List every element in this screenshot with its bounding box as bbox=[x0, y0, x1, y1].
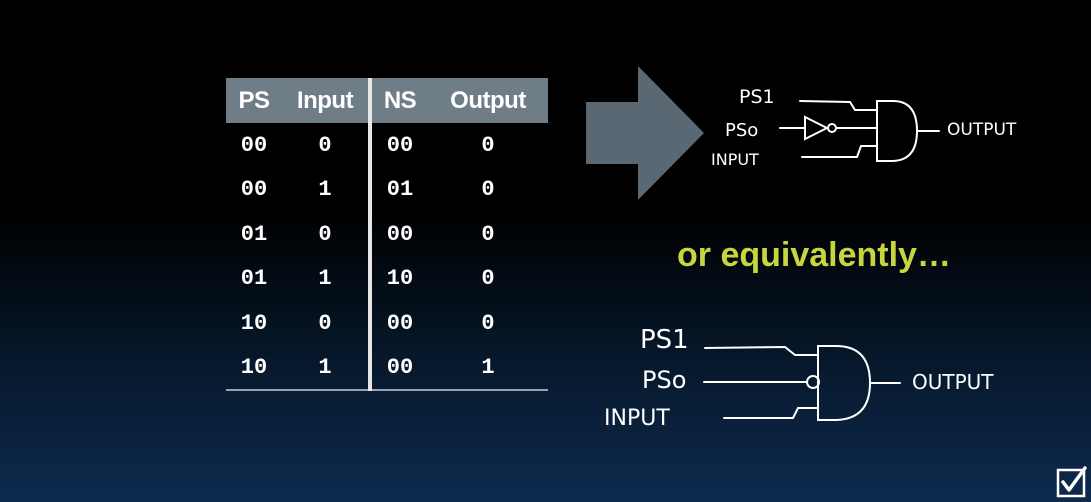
circuit-top: PS1 PSo INPUT OUTPUT bbox=[711, 86, 1017, 169]
cell-ps: 01 bbox=[240, 221, 268, 247]
cell-output: 0 bbox=[481, 310, 495, 336]
cell-output: 0 bbox=[481, 132, 495, 158]
table-row: 10 0 00 0 bbox=[226, 301, 548, 346]
header-ps: PS bbox=[226, 78, 282, 123]
or-equivalently-text: or equivalently… bbox=[677, 236, 951, 274]
header-input: Input bbox=[282, 78, 370, 123]
wire-ps1 bbox=[799, 100, 878, 111]
checkbox-icon bbox=[1056, 466, 1087, 498]
label-input: INPUT bbox=[711, 150, 759, 169]
circuit-bottom: PS1 PSo INPUT OUTPUT bbox=[604, 325, 994, 431]
cell-input: 0 bbox=[318, 221, 332, 247]
cell-input: 1 bbox=[318, 266, 332, 292]
cell-ps: 10 bbox=[240, 310, 268, 336]
header-output: Output bbox=[428, 78, 548, 123]
table-row: 01 1 10 0 bbox=[226, 256, 548, 301]
cell-ns: 00 bbox=[368, 123, 428, 168]
table-row: 00 0 00 0 bbox=[226, 123, 548, 168]
cell-ns: 10 bbox=[368, 256, 428, 301]
label-ps1: PS1 bbox=[640, 325, 689, 355]
cell-ps: 01 bbox=[240, 266, 268, 292]
cell-input: 0 bbox=[318, 310, 332, 336]
label-ps0: PSo bbox=[642, 366, 686, 394]
label-ps1: PS1 bbox=[739, 86, 775, 108]
cell-ns: 01 bbox=[368, 167, 428, 212]
cell-output: 1 bbox=[428, 345, 548, 391]
table-row: 10 1 00 1 bbox=[226, 345, 548, 391]
wire-input bbox=[723, 407, 819, 419]
not-gate-icon bbox=[804, 115, 830, 141]
cell-output: 0 bbox=[481, 266, 495, 292]
cell-output: 0 bbox=[481, 221, 495, 247]
cell-input: 1 bbox=[282, 345, 370, 391]
label-input: INPUT bbox=[604, 406, 670, 431]
cell-input: 0 bbox=[318, 132, 332, 158]
cell-ps: 00 bbox=[240, 132, 268, 158]
cell-ns: 00 bbox=[368, 301, 428, 346]
table-header-row: PS Input NS Output bbox=[226, 78, 548, 123]
cell-ps: 10 bbox=[226, 345, 282, 391]
label-output: OUTPUT bbox=[947, 120, 1017, 140]
truth-table: PS Input NS Output 00 0 00 0 00 1 01 0 0… bbox=[226, 78, 548, 391]
cell-output: 0 bbox=[481, 177, 495, 203]
cell-ps: 00 bbox=[240, 177, 268, 203]
cell-ns: 00 bbox=[368, 212, 428, 257]
right-arrow-icon bbox=[586, 66, 704, 200]
label-ps0: PSo bbox=[725, 120, 758, 141]
wire-ps1 bbox=[704, 345, 819, 356]
cell-input: 1 bbox=[318, 177, 332, 203]
table-row: 01 0 00 0 bbox=[226, 212, 548, 257]
and-gate-icon bbox=[876, 100, 919, 162]
and-gate-icon bbox=[817, 345, 872, 421]
wire-input bbox=[801, 145, 878, 158]
cell-ns: 00 bbox=[368, 345, 428, 391]
header-ns: NS bbox=[368, 78, 428, 123]
table-row: 00 1 01 0 bbox=[226, 167, 548, 212]
label-output: OUTPUT bbox=[912, 370, 994, 394]
